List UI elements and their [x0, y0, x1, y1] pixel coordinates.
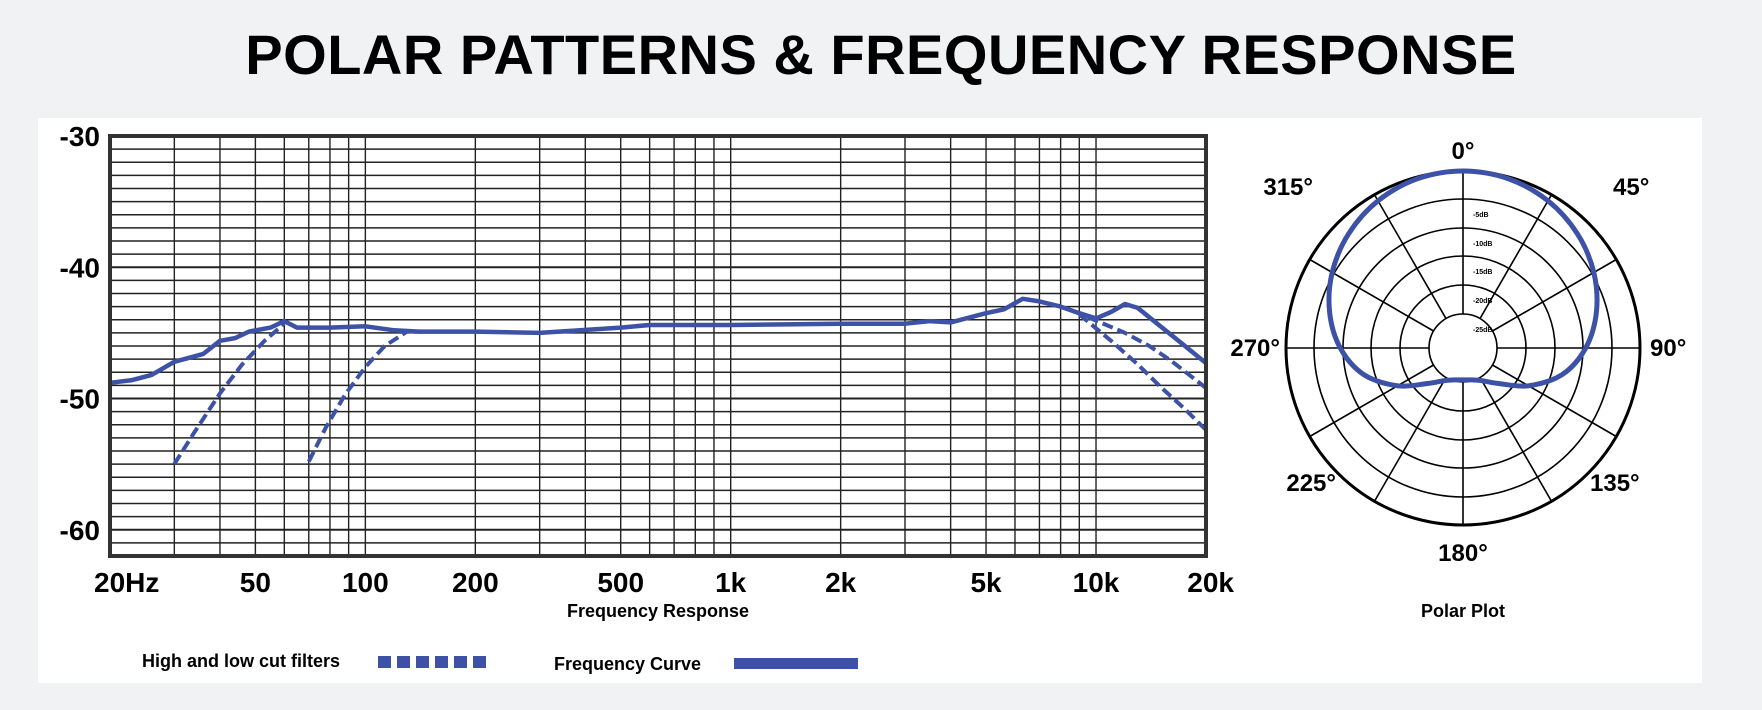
polar-ring-label: -10dB [1473, 241, 1492, 248]
x-tick-label: 2k [825, 567, 857, 598]
polar-angle-label: 45° [1613, 174, 1649, 201]
y-tick-label: -60 [60, 515, 100, 546]
polar-ring-label: -15dB [1473, 269, 1492, 276]
series-low-cut-filter-1 [172, 322, 286, 466]
x-tick-label: 20Hz [94, 567, 159, 598]
polar-ring-label: -20dB [1473, 298, 1492, 305]
x-tick-label: 20k [1187, 567, 1234, 598]
polar-spoke [1479, 194, 1553, 319]
polar-angle-label: 0° [1452, 138, 1475, 165]
polar-angle-label: 225° [1286, 470, 1336, 497]
x-tick-label: 100 [342, 567, 389, 598]
polar-angle-label: 135° [1590, 470, 1640, 497]
polar-curve-group [1326, 168, 1600, 389]
y-tick-labels: -30 -40 -50 -60 [60, 121, 100, 546]
x-tick-label: 200 [452, 567, 499, 598]
series-high-cut-filter-2 [1078, 312, 1208, 432]
y-tick-label: -30 [60, 121, 100, 152]
x-axis-label: Frequency Response [567, 601, 749, 621]
frequency-plot-frame [108, 134, 1208, 558]
polar-angle-label: 315° [1263, 174, 1313, 201]
y-tick-label: -40 [60, 252, 100, 283]
polar-ring-label: -5dB [1473, 212, 1489, 219]
frequency-response-chart: -30 -40 -50 -60 20Hz 50 100 200 500 1k 2k 5k 10k 20k… [60, 121, 1235, 621]
polar-pattern-curve [1326, 168, 1600, 389]
x-tick-label: 5k [970, 567, 1002, 598]
polar-spoke [1479, 377, 1553, 502]
polar-spoke [1492, 364, 1617, 438]
legend-label-curve: Frequency Curve [554, 654, 701, 674]
polar-ring-labels: -5dB -10dB -15dB -20dB -25dB [1473, 212, 1492, 334]
legend-swatch-filters [378, 656, 486, 668]
polar-angle-label: 270° [1230, 335, 1280, 362]
x-tick-label: 10k [1073, 567, 1120, 598]
frequency-series [109, 296, 1208, 466]
polar-angle-label: 180° [1438, 540, 1488, 567]
y-tick-label: -50 [60, 384, 100, 415]
polar-ring-label: -25dB [1473, 327, 1492, 334]
series-frequency-curve [109, 296, 1208, 386]
polar-spoke [1373, 377, 1447, 502]
polar-angle-labels: 0° 45° 90° 135° 180° 225° 270° 315° [1230, 138, 1686, 567]
polar-axis-label: Polar Plot [1421, 601, 1505, 621]
frequency-grid [109, 135, 1207, 557]
x-tick-label: 50 [240, 567, 271, 598]
polar-spoke [1309, 364, 1434, 438]
series-high-cut-filter-1 [1087, 315, 1208, 390]
legend: High and low cut filters Frequency Curve [142, 651, 858, 674]
series-low-cut-filter-2 [307, 329, 409, 463]
legend-label-filters: High and low cut filters [142, 651, 340, 671]
x-tick-label: 1k [715, 567, 747, 598]
x-tick-label: 500 [597, 567, 644, 598]
legend-swatch-curve [734, 658, 858, 669]
polar-angle-label: 90° [1650, 335, 1686, 362]
polar-plot-chart: 0° 45° 90° 135° 180° 225° 270° 315° -5dB -10dB -1… [1230, 138, 1686, 621]
page-title: POLAR PATTERNS & FREQUENCY RESPONSE [245, 23, 1517, 86]
polar-spoke [1373, 194, 1447, 319]
x-tick-labels: 20Hz 50 100 200 500 1k 2k 5k 10k 20k [94, 567, 1234, 598]
